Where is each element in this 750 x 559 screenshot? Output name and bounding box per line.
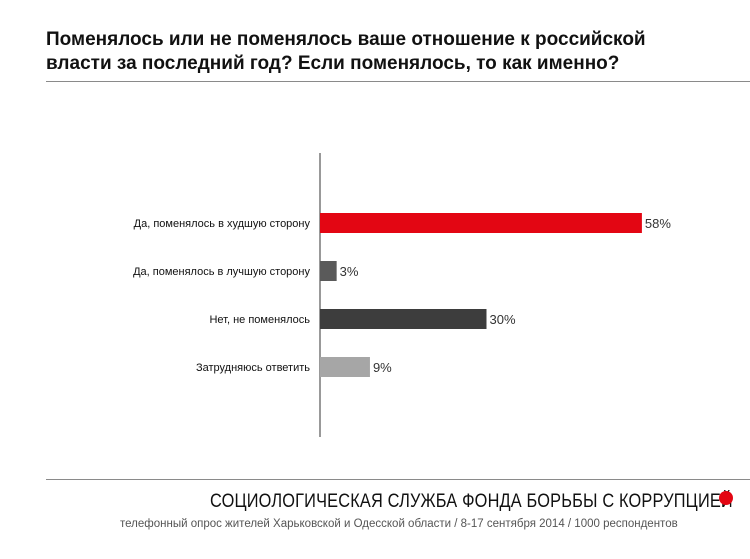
- bar: [320, 357, 370, 377]
- category-label: Да, поменялось в худшую сторону: [134, 218, 311, 230]
- survey-source-note: телефонный опрос жителей Харьковской и О…: [120, 518, 678, 530]
- top-divider: [46, 81, 750, 82]
- brand-dot-icon: [719, 491, 733, 505]
- category-label: Затрудняюсь ответить: [196, 362, 310, 374]
- value-label: 30%: [490, 312, 516, 327]
- bottom-divider: [46, 479, 750, 480]
- bar-chart: Да, поменялось в худшую сторону 58% Да, по…: [133, 153, 671, 437]
- bar: [320, 213, 642, 233]
- value-label: 58%: [645, 216, 671, 231]
- bar: [320, 261, 337, 281]
- chart-title-line-2: власти за последний год? Если поменялось…: [46, 53, 620, 74]
- category-label: Да, поменялось в лучшую сторону: [133, 266, 310, 278]
- value-label: 3%: [340, 264, 359, 279]
- category-label: Нет, не поменялось: [209, 314, 310, 326]
- chart-title: Поменялось или не поменялось ваше отноше…: [46, 28, 706, 76]
- organization-name: СОЦИОЛОГИЧЕСКАЯ СЛУЖБА ФОНДА БОРЬБЫ С КО…: [210, 491, 733, 512]
- chart-title-line-1: Поменялось или не поменялось ваше отноше…: [46, 29, 646, 50]
- value-label: 9%: [373, 360, 392, 375]
- bar: [320, 309, 487, 329]
